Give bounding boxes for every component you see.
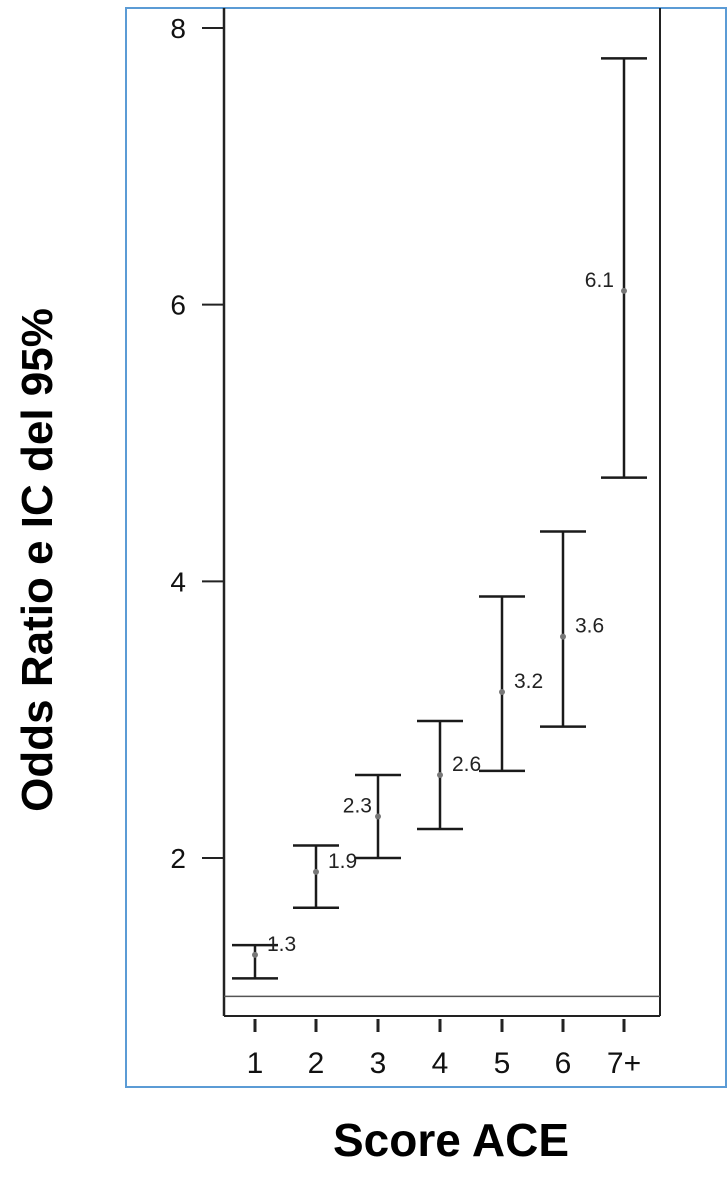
y-tick-label: 6 — [170, 290, 186, 321]
odds-ratio-label: 2.3 — [343, 795, 372, 818]
y-tick-label: 2 — [170, 843, 186, 874]
odds-ratio-point — [252, 951, 258, 958]
y-tick-label: 4 — [170, 566, 186, 597]
odds-ratio-label: 1.3 — [267, 933, 296, 956]
errorbar-chart: 2 4 6 8 1 2 3 4 5 6 7+ 1.3 1.9 2.3 2.6 3.2 3.6 6.1 — [170, 8, 661, 1080]
odds-ratio-point — [621, 287, 627, 294]
odds-ratio-label: 2.6 — [452, 753, 481, 776]
y-axis-title: Odds Ratio e IC del 95% — [13, 308, 62, 812]
x-tick-label: 1 — [247, 1047, 264, 1080]
odds-ratio-label: 3.2 — [514, 670, 543, 693]
odds-ratio-point — [375, 813, 381, 820]
x-axis-title: Score ACE — [332, 1114, 570, 1166]
x-tick-label: 3 — [370, 1047, 387, 1080]
y-tick-label: 8 — [170, 13, 186, 44]
odds-ratio-label: 1.9 — [328, 850, 357, 873]
y-axis: 2 4 6 8 — [170, 8, 226, 1016]
x-axis: 1 2 3 4 5 6 7+ — [224, 8, 661, 1080]
x-tick-label: 4 — [432, 1047, 449, 1080]
error-bars: 1.3 1.9 2.3 2.6 3.2 3.6 6.1 — [232, 57, 647, 980]
odds-ratio-label: 3.6 — [575, 615, 604, 638]
odds-ratio-point — [560, 633, 566, 640]
x-tick-label: 7+ — [607, 1047, 641, 1080]
odds-ratio-point — [437, 772, 443, 778]
x-tick-label: 5 — [494, 1047, 511, 1080]
odds-ratio-point — [499, 689, 505, 695]
x-tick-label: 2 — [308, 1047, 325, 1080]
odds-ratio-point — [313, 868, 319, 875]
x-tick-label: 6 — [555, 1047, 572, 1080]
odds-ratio-label: 6.1 — [585, 269, 614, 292]
chart-frame — [125, 7, 727, 1088]
